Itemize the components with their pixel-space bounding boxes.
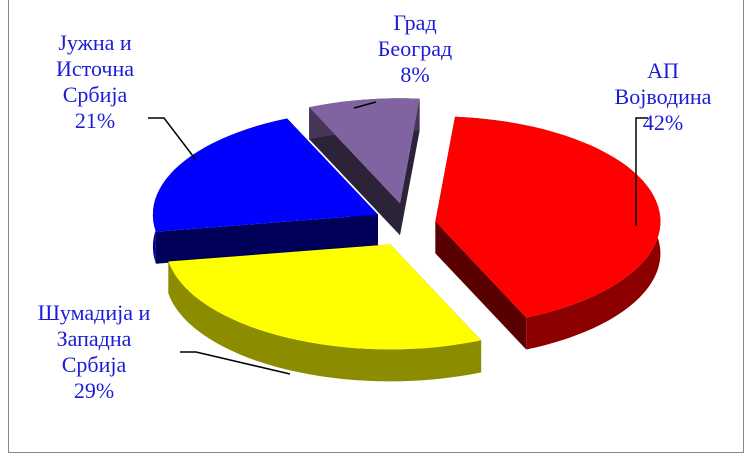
slice (168, 244, 482, 350)
slice-label: АП Војводина 42% (588, 58, 738, 136)
slice-label: Шумадија и Западна Србија 29% (14, 300, 174, 404)
category-label: Град Београд (377, 10, 453, 61)
chart-frame (8, 0, 744, 453)
value-label: 29% (73, 378, 115, 403)
slice-side (400, 98, 420, 236)
slice-wall (168, 261, 482, 382)
leader-line (635, 117, 648, 226)
leader-line (353, 101, 377, 109)
slice (152, 118, 378, 232)
value-label: 21% (74, 108, 116, 133)
slice-side (309, 107, 400, 236)
slice (435, 116, 661, 318)
category-label: Шумадија и Западна Србија (37, 300, 151, 377)
slice-label: Јужна и Источна Србија 21% (30, 30, 160, 134)
leader-line (180, 351, 291, 375)
leader-line (148, 117, 197, 161)
category-label: АП Војводина (614, 58, 712, 109)
value-label: 8% (400, 62, 430, 87)
category-label: Јужна и Источна Србија (55, 30, 134, 107)
slice-label: Град Београд 8% (350, 10, 480, 88)
slices (152, 98, 661, 382)
slice-side (155, 214, 378, 264)
value-label: 42% (642, 110, 684, 135)
slice-side (435, 221, 527, 350)
slice (309, 98, 420, 204)
